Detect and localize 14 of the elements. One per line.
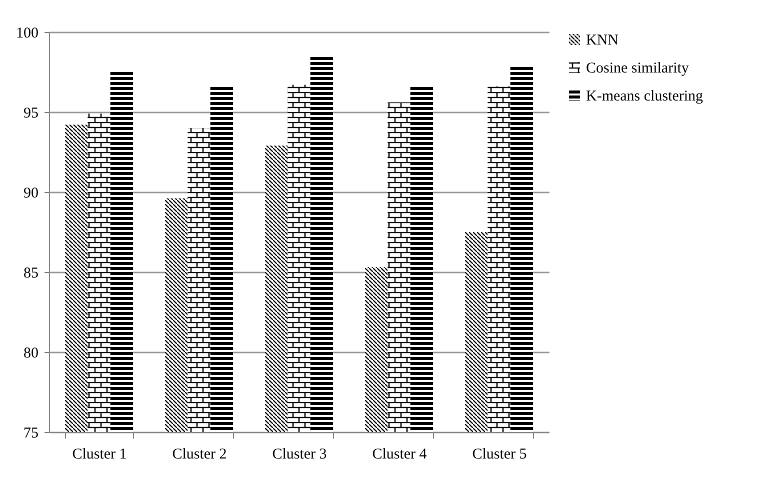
x-tick-label: Cluster 4 [372,446,428,462]
y-tick-label: 80 [24,346,38,362]
x-tick-label: Cluster 3 [272,446,327,462]
legend-label: K-means clustering [586,88,704,104]
y-tick-label: 75 [24,426,38,442]
y-tick-label: 90 [24,186,38,202]
legend-label: Cosine similarity [586,60,690,76]
x-tick-label: Cluster 2 [172,446,227,462]
x-tick-label: Cluster 5 [472,446,527,462]
legend-label: KNN [586,32,619,48]
x-tick-label: Cluster 1 [72,446,127,462]
y-tick-label: 85 [24,266,38,282]
y-tick-label: 95 [24,106,38,122]
y-tick-label: 100 [16,26,38,42]
